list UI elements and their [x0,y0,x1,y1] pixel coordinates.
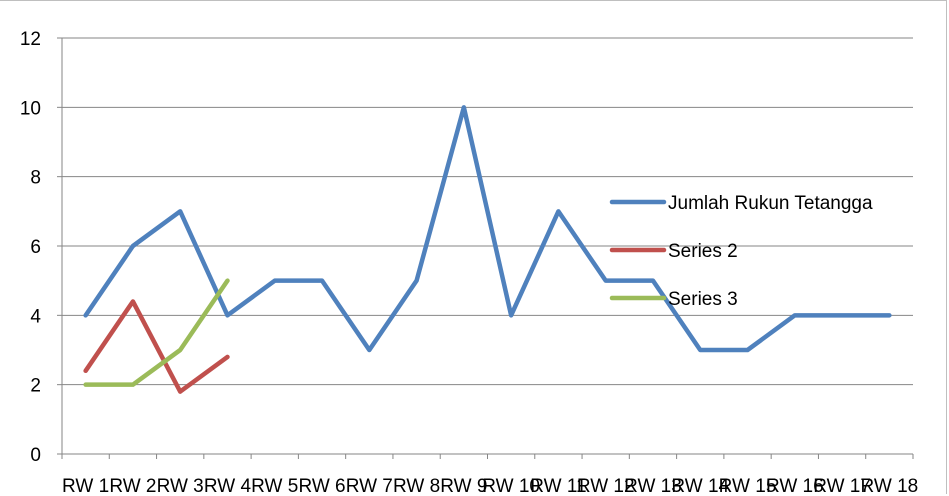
legend: Jumlah Rukun Tetangga Series 2 Series 3 [609,193,873,310]
legend-label-1: Jumlah Rukun Tetangga [668,193,873,214]
x-tick-label: RW 2 [109,476,156,496]
x-tick-label: RW 8 [393,476,440,496]
y-tick-label: 0 [30,445,41,466]
x-tick-label: RW 11 [530,476,586,496]
x-tick-label: RW 6 [298,476,345,496]
y-tick-label: 4 [30,306,41,327]
series-line-1 [83,105,892,353]
x-tick-label: RW 14 [671,476,729,496]
x-tick-label: RW 10 [482,476,540,496]
y-tick-label: 8 [30,168,41,189]
x-tick-label: RW 4 [204,476,252,496]
x-tick-label: RW 7 [346,476,393,496]
y-tick-label: 6 [30,237,41,258]
x-tick-label: RW 18 [860,476,918,496]
legend-label-3: Series 3 [668,289,738,310]
x-tick-label: RW 12 [577,476,635,496]
x-tick-label: RW 5 [251,476,298,496]
axes [57,37,914,459]
x-tick-labels: RW 1 RW 2 RW 3 RW 4 RW 5 RW 6 RW 7 RW 8 RW 9RW 1… [62,476,918,496]
series-line-3 [83,278,230,387]
gridlines [62,37,913,386]
series-line-2 [83,299,230,394]
y-tick-labels: 0 2 4 6 8 10 12 [20,29,42,466]
x-tick-label: RW 3 [157,476,204,496]
y-tick-label: 2 [30,376,41,397]
x-tick-label: RW 9 [440,476,487,496]
y-tick-label: 12 [20,29,41,50]
x-tick-label: RW 1 [62,476,109,496]
x-tick-label: RW 13 [624,476,682,496]
x-tick-label: RW 17 [813,476,871,496]
x-tick-label: RW 16 [766,476,824,496]
series-lines [83,105,892,394]
y-tick-label: 10 [20,98,41,119]
x-tick-label: RW 15 [719,476,777,496]
legend-label-2: Series 2 [668,241,738,262]
